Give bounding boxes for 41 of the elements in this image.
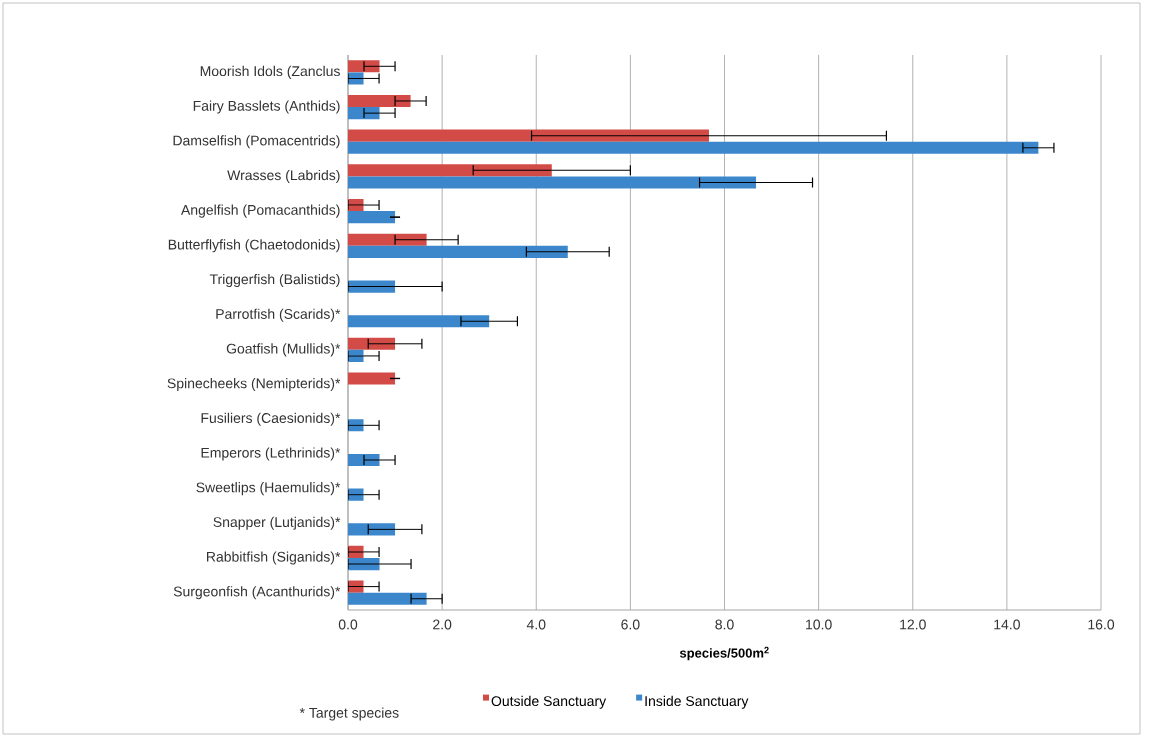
bar	[348, 372, 396, 385]
bar	[348, 592, 427, 605]
bar	[348, 60, 380, 73]
x-tick-label: 8.0	[715, 619, 734, 630]
bar	[348, 141, 1039, 154]
bar	[348, 164, 552, 177]
bar	[348, 233, 427, 246]
bar	[348, 176, 757, 189]
y-tick-label: Fusiliers (Caesionids)*	[201, 412, 341, 426]
y-tick-label: Snapper (Lutjanids)*	[213, 516, 341, 530]
y-tick-label: Goatfish (Mullids)*	[226, 343, 341, 357]
text: * Target species	[299, 707, 399, 721]
x-tick-label: 16.0	[1088, 619, 1115, 630]
legend-label: Inside Sanctuary	[645, 695, 749, 709]
y-tick-label: Parrotfish (Scarids)*	[216, 308, 341, 322]
y-tick-label: Butterflyfish (Chaetodonids)	[168, 239, 340, 253]
x-tick-label: 14.0	[994, 619, 1020, 630]
bar	[348, 245, 568, 258]
bar	[348, 315, 490, 328]
y-tick-label: Sweetlips (Haemulids)*	[196, 482, 341, 496]
x-tick-label: 10.0	[806, 619, 832, 630]
y-tick-label: Surgeonfish (Acanthurids)*	[173, 586, 341, 600]
bar	[348, 211, 396, 224]
bar	[348, 129, 709, 142]
y-tick-label: Angelfish (Pomacanthids)	[180, 204, 340, 218]
y-tick-label: Triggerfish (Balistids)	[209, 273, 340, 288]
x-tick-label: 12.0	[900, 619, 926, 630]
y-tick-label: Moorish Idols (Zanclus	[200, 65, 340, 79]
y-tick-label: Rabbitfish (Siganids)*	[206, 551, 341, 565]
x-tick-label: 0.0	[338, 619, 358, 630]
y-tick-label: Damselfish (Pomacentrids)	[173, 135, 340, 149]
x-tick-label: 2.0	[433, 619, 452, 630]
y-tick-label: Fairy Basslets (Anthids)	[193, 100, 340, 114]
x-tick-label: 4.0	[526, 619, 546, 630]
bar	[348, 94, 411, 108]
y-tick-label: Spinecheeks (Nemipterids)*	[167, 378, 341, 392]
x-axis-title: species/500m$^{2}$	[679, 646, 769, 661]
x-tick-label: 6.0	[621, 619, 640, 630]
y-tick-label: Wrasses (Labrids)	[227, 169, 340, 183]
legend-label: Outside Sanctuary	[491, 695, 607, 709]
y-tick-label: Emperors (Lethrinids)*	[201, 447, 341, 461]
